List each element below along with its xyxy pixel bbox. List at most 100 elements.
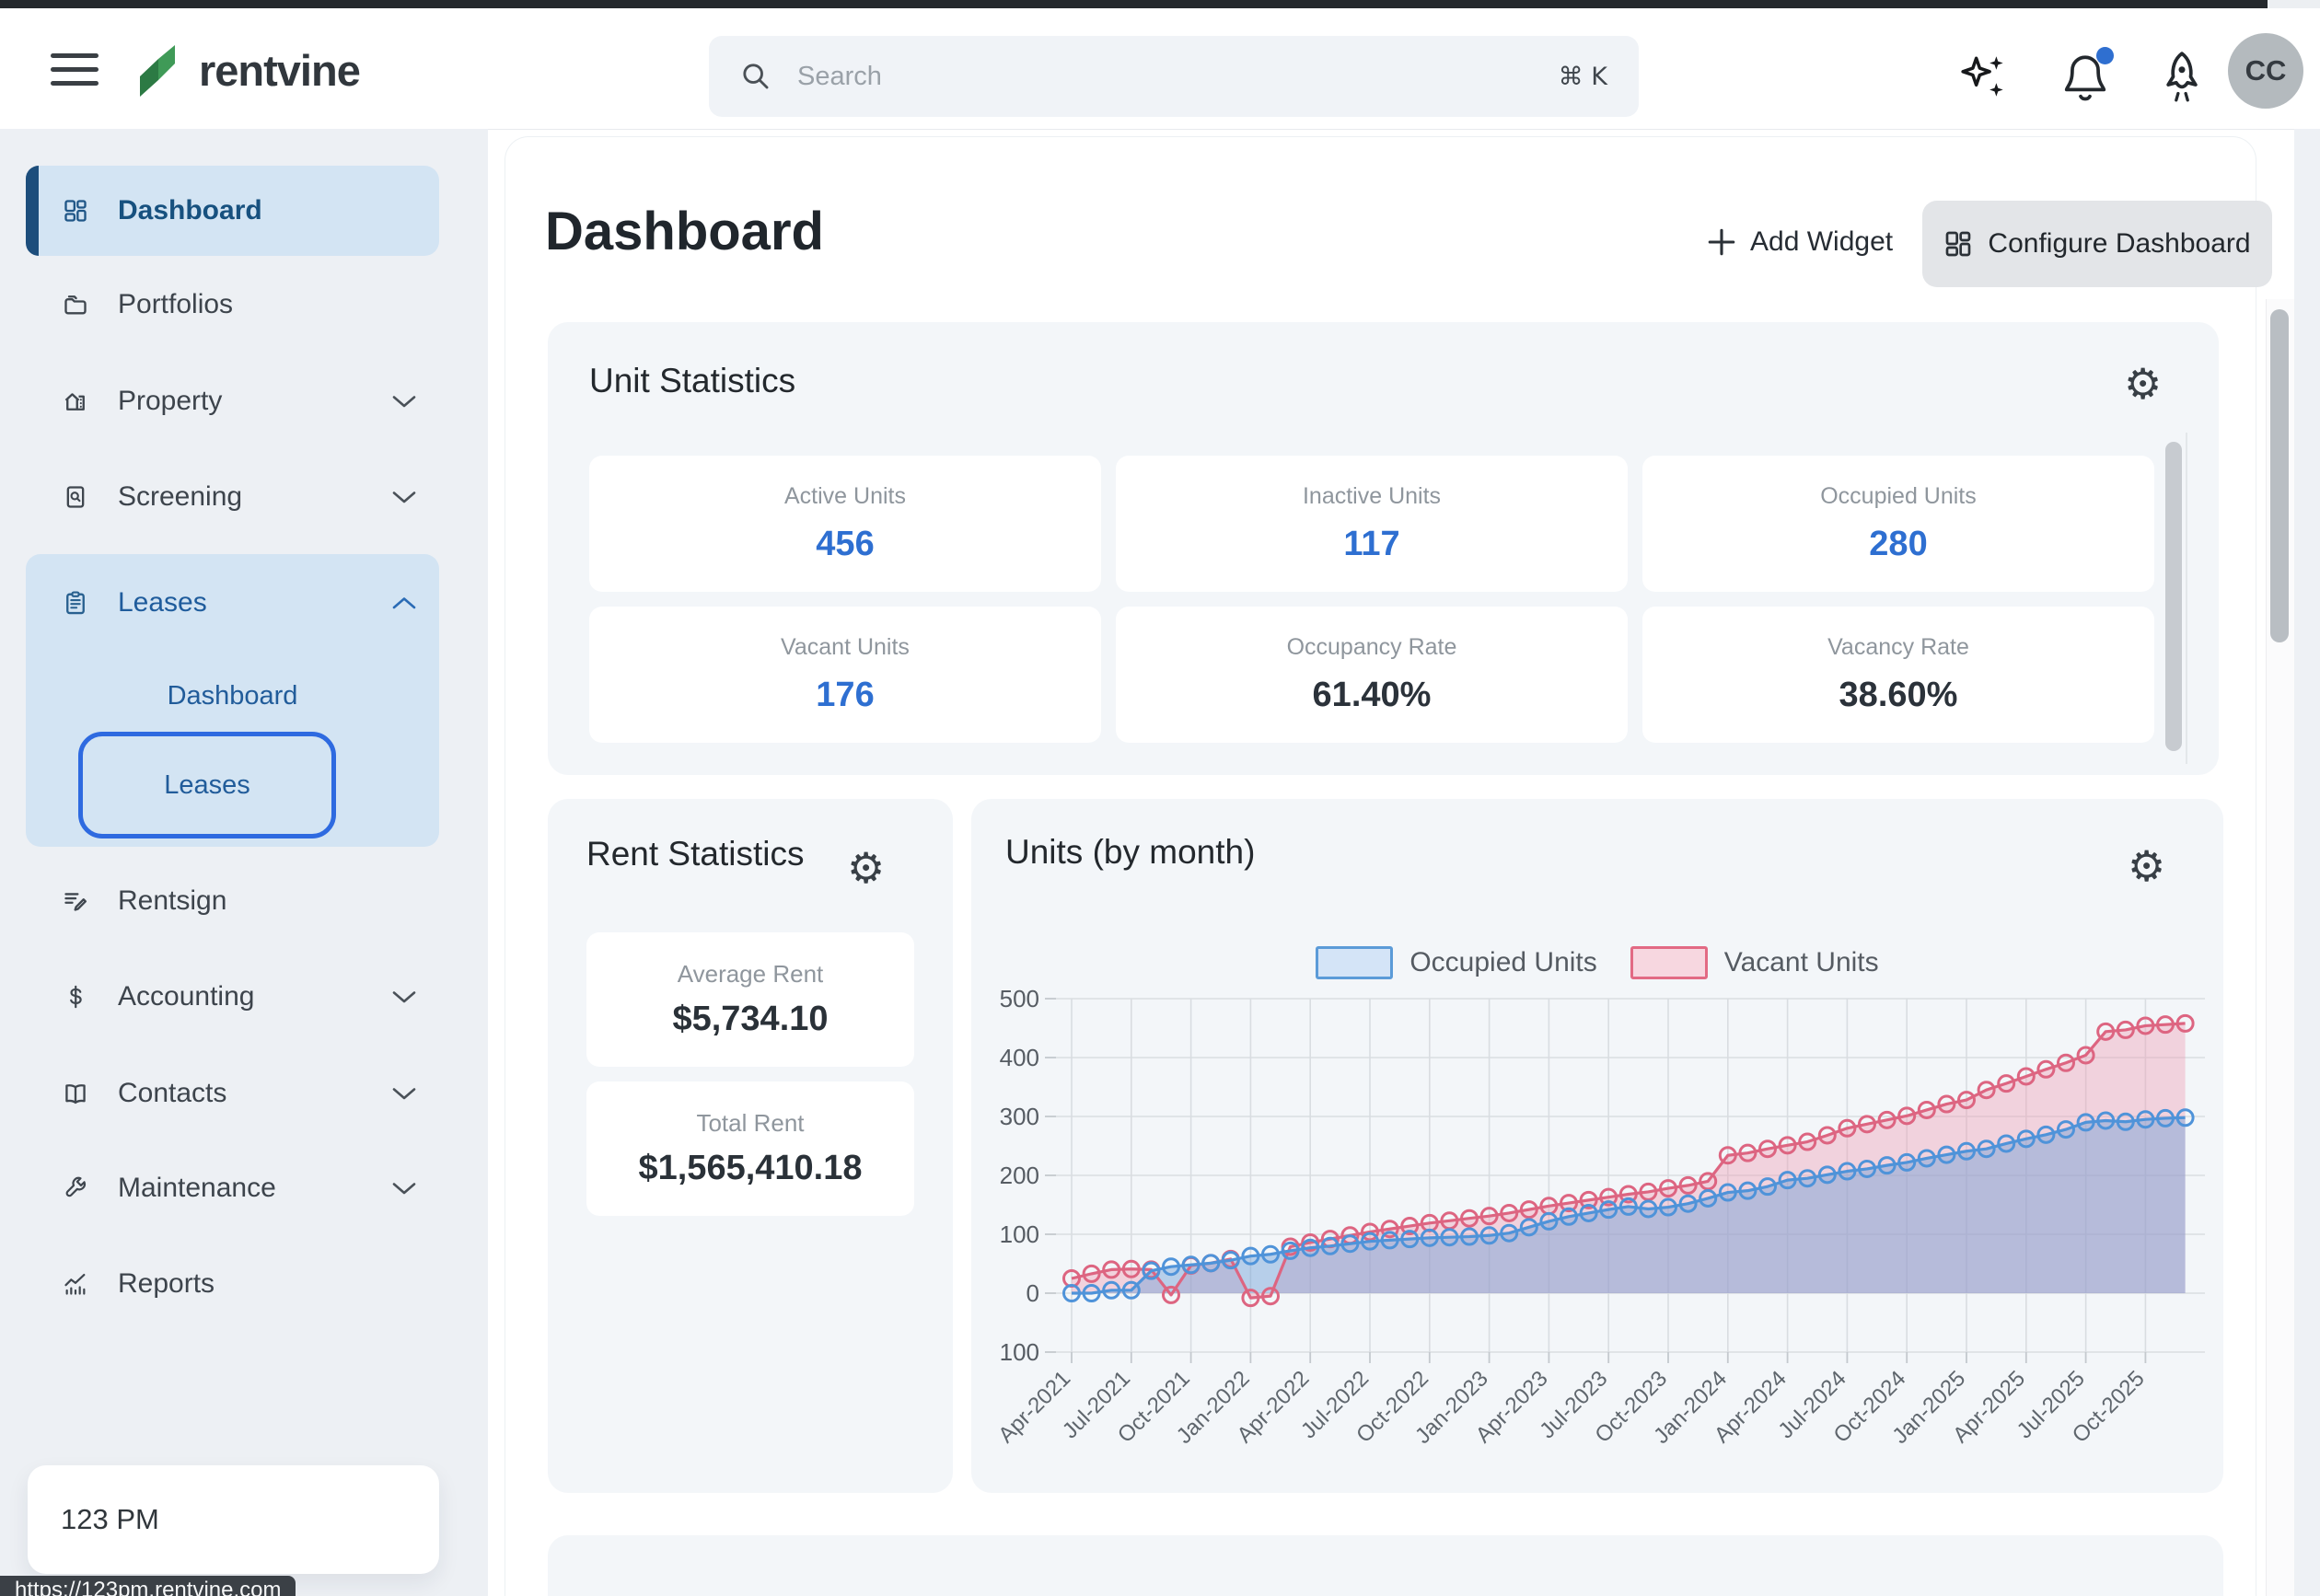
search-input[interactable] <box>795 60 1559 93</box>
widget-title: Unit Statistics <box>589 362 796 399</box>
sidebar-leases-group: Leases Dashboard Leases <box>26 554 439 847</box>
widget-settings-gear-icon[interactable]: ⚙ <box>2124 359 2163 409</box>
hamburger-bar <box>51 53 99 58</box>
rentsign-icon <box>64 893 87 911</box>
stat-label: Inactive Units <box>1302 483 1442 509</box>
stat-cell-average-rent: Average Rent $5,734.10 <box>586 932 914 1067</box>
sidebar-item-reports[interactable]: Reports <box>26 1244 439 1324</box>
notification-badge <box>2096 47 2114 64</box>
widget-title: Rent Statistics <box>586 835 805 873</box>
folder-icon <box>64 295 87 315</box>
chevron-down-icon <box>392 1182 416 1194</box>
screening-document-icon <box>66 486 85 508</box>
unit-statistics-widget: Unit Statistics ⚙ Active Units 456 Inact… <box>548 322 2219 775</box>
logo-text[interactable]: rentvine <box>199 46 361 95</box>
add-widget-button[interactable]: Add Widget <box>1706 221 1893 263</box>
stat-value: 456 <box>816 525 875 563</box>
sidebar-item-dashboard[interactable]: Dashboard <box>26 166 439 256</box>
stat-label: Vacant Units <box>781 634 910 660</box>
sidebar-item-label: Contacts <box>118 1078 227 1108</box>
sidebar-item-portfolios[interactable]: Portfolios <box>26 265 439 344</box>
viewport-right-strip <box>2294 129 2320 1596</box>
plus-icon <box>1708 228 1735 256</box>
chevron-up-icon <box>392 596 416 608</box>
chevron-down-icon <box>392 491 416 503</box>
search-shortcut: ⌘ K <box>1558 62 1607 91</box>
rent-statistics-widget: Rent Statistics ⚙ Average Rent $5,734.10… <box>548 799 953 1493</box>
widget-settings-gear-icon[interactable]: ⚙ <box>847 843 886 893</box>
account-footer-card[interactable]: 123 PM <box>28 1465 439 1574</box>
sidebar-item-contacts[interactable]: Contacts <box>26 1054 439 1133</box>
bell-icon <box>2064 55 2106 101</box>
configure-dashboard-button[interactable]: Configure Dashboard <box>1922 201 2272 287</box>
window-top-strip-right <box>2268 0 2320 8</box>
search-icon <box>743 64 769 89</box>
sidebar-item-maintenance[interactable]: Maintenance <box>26 1149 439 1228</box>
lease-clipboard-icon <box>66 591 85 615</box>
stat-cell-vacant-units: Vacant Units 176 <box>589 607 1101 743</box>
legend-swatch-vacant[interactable] <box>1630 946 1708 979</box>
stat-cell-vacancy-rate: Vacancy Rate 38.60% <box>1642 607 2154 743</box>
stat-value: $5,734.10 <box>672 1000 829 1038</box>
sidebar-item-label: Property <box>118 386 223 416</box>
stat-label: Occupancy Rate <box>1286 634 1457 660</box>
stat-label: Occupied Units <box>1820 483 1977 509</box>
sidebar-item-screening[interactable]: Screening <box>26 457 439 537</box>
next-widget-partial <box>548 1535 2223 1596</box>
svg-text:0: 0 <box>1027 1279 1039 1307</box>
dashboard-grid-icon <box>64 200 87 222</box>
rentvine-logo-icon <box>140 45 175 97</box>
sidebar-subitem-leases-leases[interactable]: Leases <box>78 732 336 838</box>
ai-sparkles-icon[interactable] <box>1959 51 2013 104</box>
svg-text:200: 200 <box>1000 1162 1039 1189</box>
sidebar-item-label: Accounting <box>118 981 255 1012</box>
units-chart-svg: 5004003002001000-100Apr-2021Jul-2021Oct-… <box>999 985 2205 1449</box>
svg-text:300: 300 <box>1000 1103 1039 1130</box>
notifications-button[interactable] <box>2060 47 2114 106</box>
sidebar-item-rentsign[interactable]: Rentsign <box>26 862 439 941</box>
reports-chart-icon <box>64 1273 86 1295</box>
svg-text:400: 400 <box>1000 1044 1039 1071</box>
sidebar: Dashboard Portfolios Property <box>0 129 488 1596</box>
property-icon <box>64 393 85 411</box>
sidebar-item-accounting[interactable]: Accounting <box>26 957 439 1036</box>
sidebar-item-property[interactable]: Property <box>26 362 439 441</box>
sidebar-item-label: Maintenance <box>118 1173 276 1203</box>
account-name: 123 PM <box>61 1503 159 1535</box>
legend-swatch-occupied[interactable] <box>1316 946 1394 979</box>
legend-label: Vacant Units <box>1723 947 1879 977</box>
add-widget-label: Add Widget <box>1750 226 1894 257</box>
stat-value: 38.60% <box>1839 676 1958 714</box>
rocket-icon[interactable] <box>2158 49 2206 106</box>
sidebar-item-label: Leases <box>118 587 207 618</box>
avatar[interactable]: CC <box>2228 33 2303 109</box>
stat-label: Average Rent <box>677 960 824 988</box>
sidebar-item-label: Screening <box>118 481 243 512</box>
sidebar-item-label: Rentsign <box>118 885 227 916</box>
sidebar-subitem-leases-dashboard[interactable]: Dashboard <box>167 681 298 711</box>
stat-label: Total Rent <box>696 1109 805 1137</box>
widget-title: Units (by month) <box>1005 833 1256 871</box>
sidebar-item-leases[interactable]: Leases <box>26 563 439 642</box>
stat-value: $1,565,410.18 <box>638 1149 863 1187</box>
hamburger-menu-button[interactable] <box>51 53 99 92</box>
window-top-strip <box>0 0 2268 8</box>
dollar-icon <box>70 985 82 1009</box>
stat-cell-occupancy-rate: Occupancy Rate 61.40% <box>1116 607 1628 743</box>
widget-settings-gear-icon[interactable]: ⚙ <box>2128 841 2166 891</box>
stat-value: 280 <box>1869 525 1928 563</box>
stat-label: Vacancy Rate <box>1827 634 1969 660</box>
stat-value: 176 <box>816 676 875 714</box>
avatar-initials: CC <box>2245 54 2287 87</box>
top-bar: rentvine ⌘ K CC <box>0 8 2320 130</box>
search-bar[interactable]: ⌘ K <box>709 36 1639 117</box>
chevron-down-icon <box>392 1087 416 1099</box>
page-title: Dashboard <box>545 202 824 261</box>
page-scrollbar-thumb[interactable] <box>2270 309 2289 642</box>
hamburger-bar <box>51 67 99 72</box>
legend-label: Occupied Units <box>1409 947 1597 977</box>
sidebar-item-label: Portfolios <box>118 289 234 319</box>
widget-scrollbar-thumb[interactable] <box>2165 442 2182 751</box>
status-url-tooltip: https://123pm.rentvine.com <box>0 1576 296 1596</box>
